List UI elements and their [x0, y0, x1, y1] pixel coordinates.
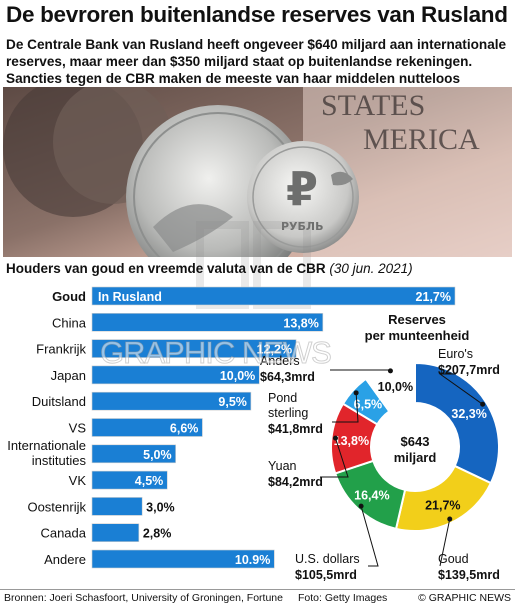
leader-dot-euro-s	[480, 401, 486, 407]
slice-euro-s	[414, 361, 500, 485]
svg-text:MERICA: MERICA	[363, 123, 480, 156]
section-date: (30 jun. 2021)	[329, 261, 413, 276]
footer-sources: Bronnen: Joeri Schasfoort, University of…	[4, 592, 283, 604]
bar-canada	[91, 523, 140, 542]
ruble-coin-image	[247, 141, 359, 253]
label-frankrijk: Frankrijk	[36, 342, 86, 357]
leader-dot-pond-sterling	[353, 390, 359, 396]
label-japan: Japan	[51, 368, 86, 383]
label-goud: Goud	[52, 289, 86, 304]
label-andere: Andere	[44, 552, 86, 567]
label-china: China	[52, 315, 87, 330]
label-internationale-instituties-line1: Internationale	[7, 438, 86, 453]
legend-name-u-s-dollars: U.S. dollars	[295, 552, 360, 566]
legend-name-yuan: Yuan	[268, 459, 297, 473]
footer: Bronnen: Joeri Schasfoort, University of…	[4, 592, 511, 604]
slice-label-euro-s: 32,3%	[451, 407, 486, 421]
bar-frankrijk	[91, 339, 297, 358]
value-label-oostenrijk: 3,0%	[146, 500, 175, 514]
value-label-china: 13,8%	[283, 316, 318, 330]
donut-center-value: $643	[401, 434, 430, 449]
slice-label-goud: 21,7%	[425, 499, 460, 513]
legend-amount-yuan: $84,2mrd	[268, 475, 323, 489]
donut-title-line2: per munteenheid	[365, 328, 470, 343]
ruble-coin-text: РУБЛЬ	[281, 220, 323, 233]
bar-vs	[91, 418, 203, 437]
section-title: Houders van goud en vreemde valuta van d…	[6, 261, 413, 276]
legend-name-pond-sterling-line2: sterling	[268, 406, 308, 420]
leader-line-goud	[439, 518, 451, 567]
footer-brand: © GRAPHIC NEWS	[418, 592, 511, 604]
label-internationale-instituties-line2: instituties	[32, 453, 87, 468]
intro-text: De Centrale Bank van Rusland heeft ongev…	[6, 37, 507, 86]
leader-line-euro-s	[438, 373, 483, 405]
legend-amount-pond-sterling: $41,8mrd	[268, 422, 323, 436]
bar-internationale-instituties	[91, 444, 176, 464]
bar-inside-label: In Rusland	[98, 290, 162, 304]
legend-name-euro-s: Euro's	[438, 347, 473, 361]
value-label-frankrijk: 12,2%	[257, 343, 292, 357]
slice-label-anders: 10,0%	[378, 380, 413, 394]
value-label-canada: 2,8%	[143, 527, 172, 541]
label-oostenrijk: Oostenrijk	[27, 499, 86, 514]
donut-title-line1: Reserves	[388, 312, 446, 327]
bar-japan	[91, 365, 260, 385]
legend-amount-goud: $139,5mrd	[438, 568, 500, 582]
footer-divider	[0, 589, 515, 590]
bar-duitsland	[91, 391, 252, 411]
section-title-text: Houders van goud en vreemde valuta van d…	[6, 261, 326, 276]
legend-amount-euro-s: $207,7mrd	[438, 363, 500, 377]
legend-name-goud: Goud	[438, 552, 469, 566]
ruble-sign-icon: ₽	[286, 162, 318, 216]
leader-dot-goud	[447, 516, 453, 522]
value-label-goud: 21,7%	[416, 290, 451, 304]
bar-andere	[91, 549, 275, 569]
holders-bar-chart: Goud 21,7% In Rusland China 13,8% Frankrijk 12…	[7, 286, 456, 569]
page-title: De bevroren buitenlandse reserves van Ru…	[6, 2, 508, 27]
label-vs: VS	[69, 421, 87, 436]
slice-anders	[364, 361, 416, 413]
leader-dot-yuan	[332, 435, 338, 441]
donut-center-unit: miljard	[394, 450, 437, 465]
value-label-duitsland: 9,5%	[218, 395, 247, 409]
bar-oostenrijk	[91, 497, 143, 516]
leader-line-yuan	[320, 438, 349, 478]
slice-label-yuan: 13,8%	[334, 434, 369, 448]
value-label-internationale-instituties: 5,0%	[143, 448, 172, 462]
bar-china	[91, 312, 324, 332]
legend-name-pond-sterling-line1: Pond	[268, 391, 297, 405]
legend-amount-anders: $64,3mrd	[260, 370, 315, 384]
photo-coins-banknote: STATES MERICA ₽ РУБЛЬ	[3, 87, 512, 257]
label-duitsland: Duitsland	[32, 394, 86, 409]
slice-label-pond-sterling: 6,5%	[354, 398, 383, 412]
value-label-vs: 6,6%	[170, 422, 199, 436]
leader-line-pond-sterling	[332, 392, 359, 423]
bar-vk	[91, 470, 168, 490]
slice-label-u-s-dollars: 16,4%	[354, 488, 389, 502]
bar-goud	[91, 286, 456, 306]
footer-photo-credit: Foto: Getty Images	[298, 592, 388, 604]
value-label-vk: 4,5%	[135, 474, 164, 488]
leader-dot-anders	[387, 368, 393, 374]
value-label-japan: 10,0%	[220, 369, 255, 383]
label-vk: VK	[69, 473, 87, 488]
value-label-andere: 10.9%	[235, 553, 270, 567]
label-canada: Canada	[40, 526, 86, 541]
legend-name-anders: Anders	[260, 354, 300, 368]
leader-dot-u-s-dollars	[358, 503, 364, 509]
legend-amount-u-s-dollars: $105,5mrd	[295, 568, 357, 582]
svg-text:STATES: STATES	[321, 89, 425, 122]
leader-line-u-s-dollars	[360, 505, 379, 567]
